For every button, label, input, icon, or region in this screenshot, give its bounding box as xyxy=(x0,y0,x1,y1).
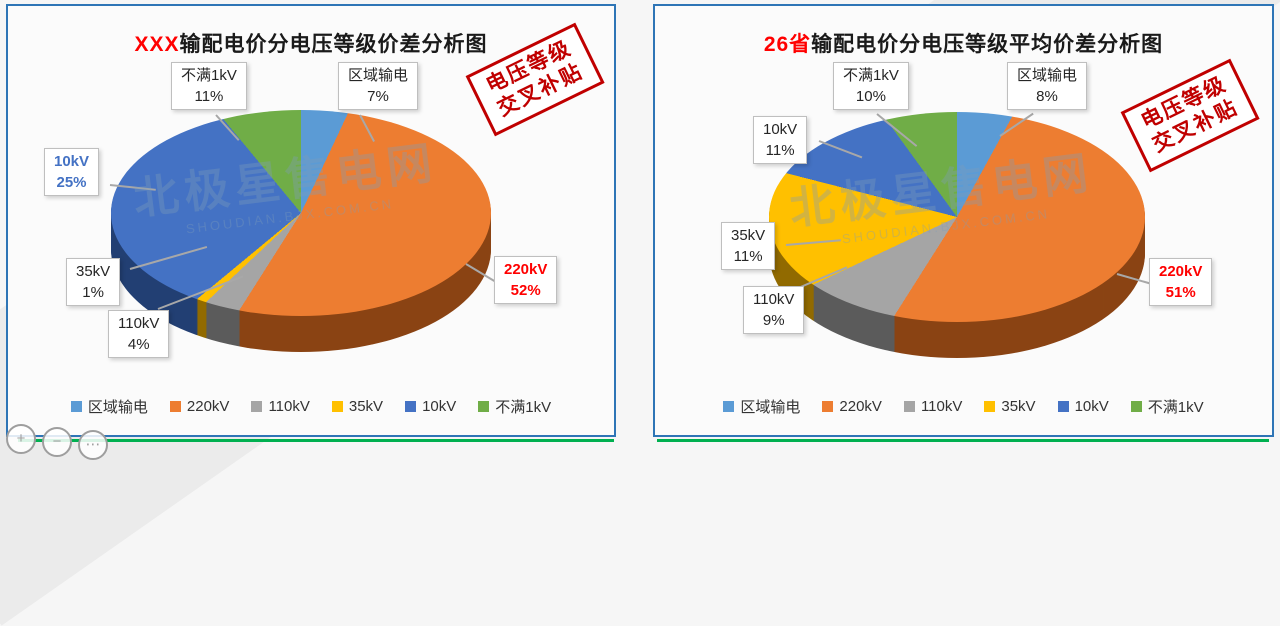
legend-label: 110kV xyxy=(920,398,963,415)
chart-title: XXX输配电价分电压等级价差分析图 xyxy=(8,28,614,58)
pie-chart xyxy=(111,110,491,352)
pie-label-name: 110kV xyxy=(118,315,160,332)
legend-swatch xyxy=(405,401,417,412)
legend-item-5: 10kV xyxy=(1057,396,1109,417)
pie-label-value: 51% xyxy=(1165,284,1196,301)
pie-label-under-1kv: 不满1kV 10% xyxy=(833,62,909,110)
chart-title-rest: 输配电价分电压等级平均价差分析图 xyxy=(811,33,1164,56)
pie-label-value: 25% xyxy=(56,174,87,191)
legend-item-5: 10kV xyxy=(405,396,456,417)
pie-label-value: 7% xyxy=(367,88,389,105)
pie-label-35kv: 35kV 1% xyxy=(66,258,121,306)
pie-label-35kv: 35kV 11% xyxy=(721,222,776,270)
pie-label-value: 9% xyxy=(762,312,785,329)
pie-label-name: 35kV xyxy=(76,263,111,280)
legend-label: 不满1kV xyxy=(1147,399,1204,416)
right-chart-panel: 26省输配电价分电压等级平均价差分析图 不满1kV 10% 区域输电 8% 10kV… xyxy=(653,4,1274,437)
chart-title-rest: 输配电价分电压等级价差分析图 xyxy=(179,33,488,56)
legend-item-3: 110kV xyxy=(251,396,310,417)
legend-item-4: 35kV xyxy=(984,396,1036,417)
cross-subsidy-stamp: 电压等级 交叉补贴 xyxy=(1120,58,1260,172)
pie-label-value: 11% xyxy=(194,88,224,105)
pie-label-name: 220kV xyxy=(504,261,548,278)
legend-item-2: 220kV xyxy=(169,396,230,417)
legend-swatch xyxy=(478,401,490,412)
legend-label: 220kV xyxy=(186,398,230,415)
legend-swatch xyxy=(70,401,82,412)
legend-swatch xyxy=(251,401,263,412)
legend-label: 110kV xyxy=(268,398,310,415)
legend-label: 区域输电 xyxy=(740,399,801,416)
bottom-accent-line xyxy=(18,439,614,442)
chart-title-accent: XXX xyxy=(134,33,180,56)
pie-chart xyxy=(769,112,1145,358)
pie-label-name: 区域输电 xyxy=(348,67,409,84)
legend-label: 10kV xyxy=(1074,398,1109,415)
zoom-in-icon[interactable]: + xyxy=(6,424,36,454)
legend-item-1: 区域输电 xyxy=(70,396,148,417)
legend-label: 35kV xyxy=(1001,398,1036,415)
legend-label: 区域输电 xyxy=(87,399,148,416)
chart-title-accent: 26省 xyxy=(763,33,812,56)
pie-label-110kv: 110kV 9% xyxy=(743,286,805,334)
legend-item-6: 不满1kV xyxy=(478,396,551,417)
legend-item-3: 110kV xyxy=(903,396,963,417)
pie-label-name: 不满1kV xyxy=(843,67,899,84)
legend-label: 10kV xyxy=(422,398,457,415)
pie-label-value: 4% xyxy=(127,336,150,353)
pie-label-220kv: 220kV 52% xyxy=(494,256,558,304)
pie-label-220kv: 220kV 51% xyxy=(1149,258,1213,306)
pie-top-surface xyxy=(111,110,491,316)
pie-label-name: 220kV xyxy=(1159,263,1203,280)
bottom-accent-line xyxy=(657,439,1269,442)
pie-label-value: 10% xyxy=(855,88,886,105)
chart-legend: 区域输电 220kV 110kV 35kV 10kV 不满1kV xyxy=(655,396,1272,417)
pie-label-name: 10kV xyxy=(763,121,798,138)
chart-title: 26省输配电价分电压等级平均价差分析图 xyxy=(655,28,1272,58)
zoom-out-icon[interactable]: − xyxy=(42,427,72,457)
pie-label-regional: 区域输电 8% xyxy=(1007,62,1088,110)
chart-legend: 区域输电 220kV 110kV 35kV 10kV 不满1kV xyxy=(8,396,614,417)
legend-swatch xyxy=(1057,401,1069,412)
legend-swatch xyxy=(723,401,735,412)
legend-item-4: 35kV xyxy=(331,396,384,417)
legend-item-2: 220kV xyxy=(822,396,882,417)
left-chart-panel: XXX输配电价分电压等级价差分析图 不满1kV 11% 区域输电 7% 10kV 25… xyxy=(6,4,616,437)
pie-label-value: 11% xyxy=(765,142,795,159)
pie-label-name: 35kV xyxy=(731,227,766,244)
pie-label-value: 11% xyxy=(733,248,763,265)
legend-label: 220kV xyxy=(839,398,882,415)
pie-label-under-1kv: 不满1kV 11% xyxy=(171,62,247,110)
pie-label-value: 8% xyxy=(1036,88,1058,105)
pie-label-110kv: 110kV 4% xyxy=(108,310,170,358)
legend-swatch xyxy=(331,401,343,412)
pie-label-name: 区域输电 xyxy=(1017,67,1078,84)
legend-label: 不满1kV xyxy=(495,399,552,416)
legend-swatch xyxy=(1130,401,1142,412)
pie-label-name: 10kV xyxy=(54,153,90,170)
legend-swatch xyxy=(822,401,834,412)
more-icon[interactable]: ⋯ xyxy=(78,430,108,460)
legend-item-6: 不满1kV xyxy=(1130,396,1204,417)
pie-label-value: 52% xyxy=(510,282,541,299)
pie-label-regional: 区域输电 7% xyxy=(338,62,419,110)
pie-label-name: 110kV xyxy=(753,291,795,308)
legend-swatch xyxy=(903,401,915,412)
legend-swatch xyxy=(169,401,181,412)
legend-item-1: 区域输电 xyxy=(723,396,800,417)
pie-label-10kv: 10kV 25% xyxy=(44,148,100,196)
pie-label-10kv: 10kV 11% xyxy=(753,116,808,164)
legend-swatch xyxy=(984,401,996,412)
legend-label: 35kV xyxy=(348,398,384,415)
pie-label-name: 不满1kV xyxy=(181,67,237,84)
pie-label-value: 1% xyxy=(82,284,104,301)
